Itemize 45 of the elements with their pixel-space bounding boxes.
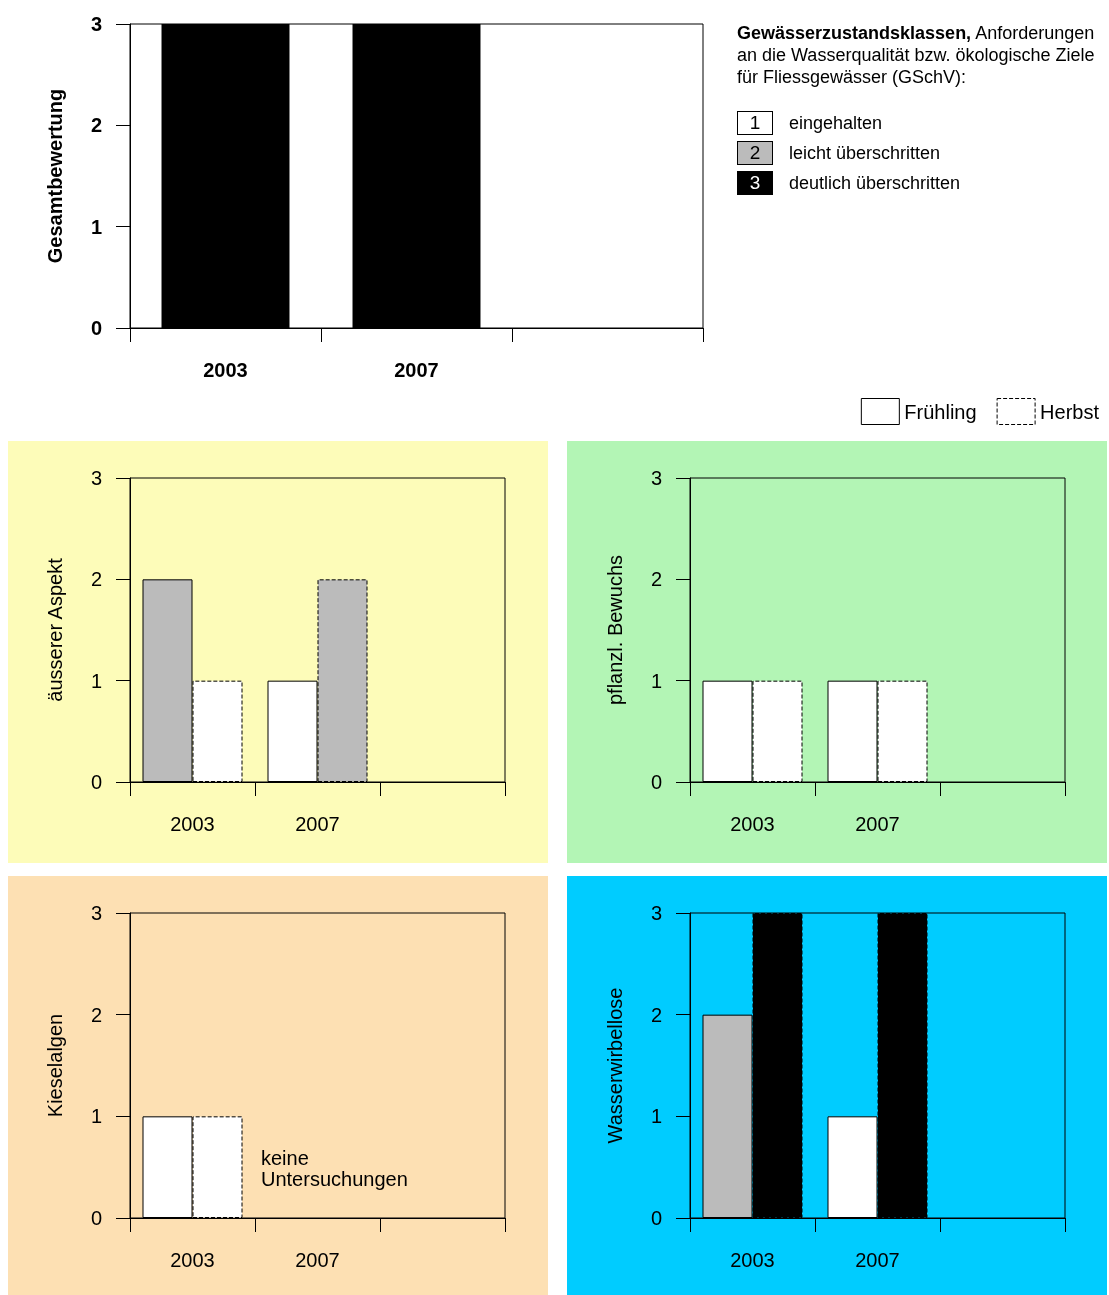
x-tick-label: 2003 (170, 1249, 215, 1271)
y-tick-label: 0 (90, 317, 102, 339)
legend-label: Herbst (1040, 400, 1100, 423)
y-tick-label: 2 (90, 568, 102, 591)
y-tick-label: 0 (90, 771, 102, 793)
text: Gewässerzustandsklassen, Anforderungen an die Wasserqualität bzw. ökologische Ziele für Fliessgewässer (GSchV): (737, 22, 1096, 88)
y-tick-label: 0 (90, 1207, 102, 1229)
x-tick-label: 2007 (855, 1249, 900, 1271)
annotation: keine Untersuchungen (261, 1147, 408, 1191)
y-tick-label: 2 (650, 1003, 662, 1026)
y-tick-label: 1 (650, 1105, 662, 1128)
x-tick-label: 2007 (295, 1249, 340, 1271)
y-tick-label: 1 (650, 669, 662, 692)
y-tick-label: 0 (650, 1207, 662, 1229)
y-tick-label: 1 (90, 215, 102, 238)
x-tick-label: 2003 (203, 359, 248, 381)
y-axis-title: Gesamtbewertung (44, 88, 66, 264)
y-axis-title: Wasserwirbellose (604, 987, 626, 1144)
category-label: leicht überschritten (789, 142, 941, 164)
text: 2 (737, 141, 773, 165)
x-tick-label: 2003 (730, 813, 775, 835)
x-tick-label: 2003 (170, 813, 215, 835)
x-tick-label: 2003 (730, 1249, 775, 1271)
y-tick-label: 2 (90, 1003, 102, 1026)
y-tick-label: 1 (90, 1105, 102, 1128)
y-axis-title: äusserer Aspekt (44, 557, 66, 702)
text: 3 (737, 171, 773, 195)
legend-label: Frühling (904, 400, 977, 423)
y-tick-label: 3 (650, 467, 662, 489)
x-tick-label: 2007 (295, 813, 340, 835)
y-tick-label: 3 (650, 902, 662, 924)
y-tick-label: 1 (90, 669, 102, 692)
y-tick-label: 3 (90, 902, 102, 924)
y-tick-label: 3 (90, 467, 102, 489)
category-label: eingehalten (789, 112, 883, 134)
y-tick-label: 2 (90, 114, 102, 137)
text: 1 (737, 111, 773, 135)
x-tick-label: 2007 (855, 813, 900, 835)
y-tick-label: 3 (90, 13, 102, 35)
y-axis-title: Kieselalgen (44, 1013, 66, 1118)
y-tick-label: 2 (650, 568, 662, 591)
y-tick-label: 0 (650, 771, 662, 793)
y-axis-title: pflanzl. Bewuchs (604, 554, 626, 706)
x-tick-label: 2007 (394, 359, 439, 381)
category-label: deutlich überschritten (789, 172, 961, 194)
